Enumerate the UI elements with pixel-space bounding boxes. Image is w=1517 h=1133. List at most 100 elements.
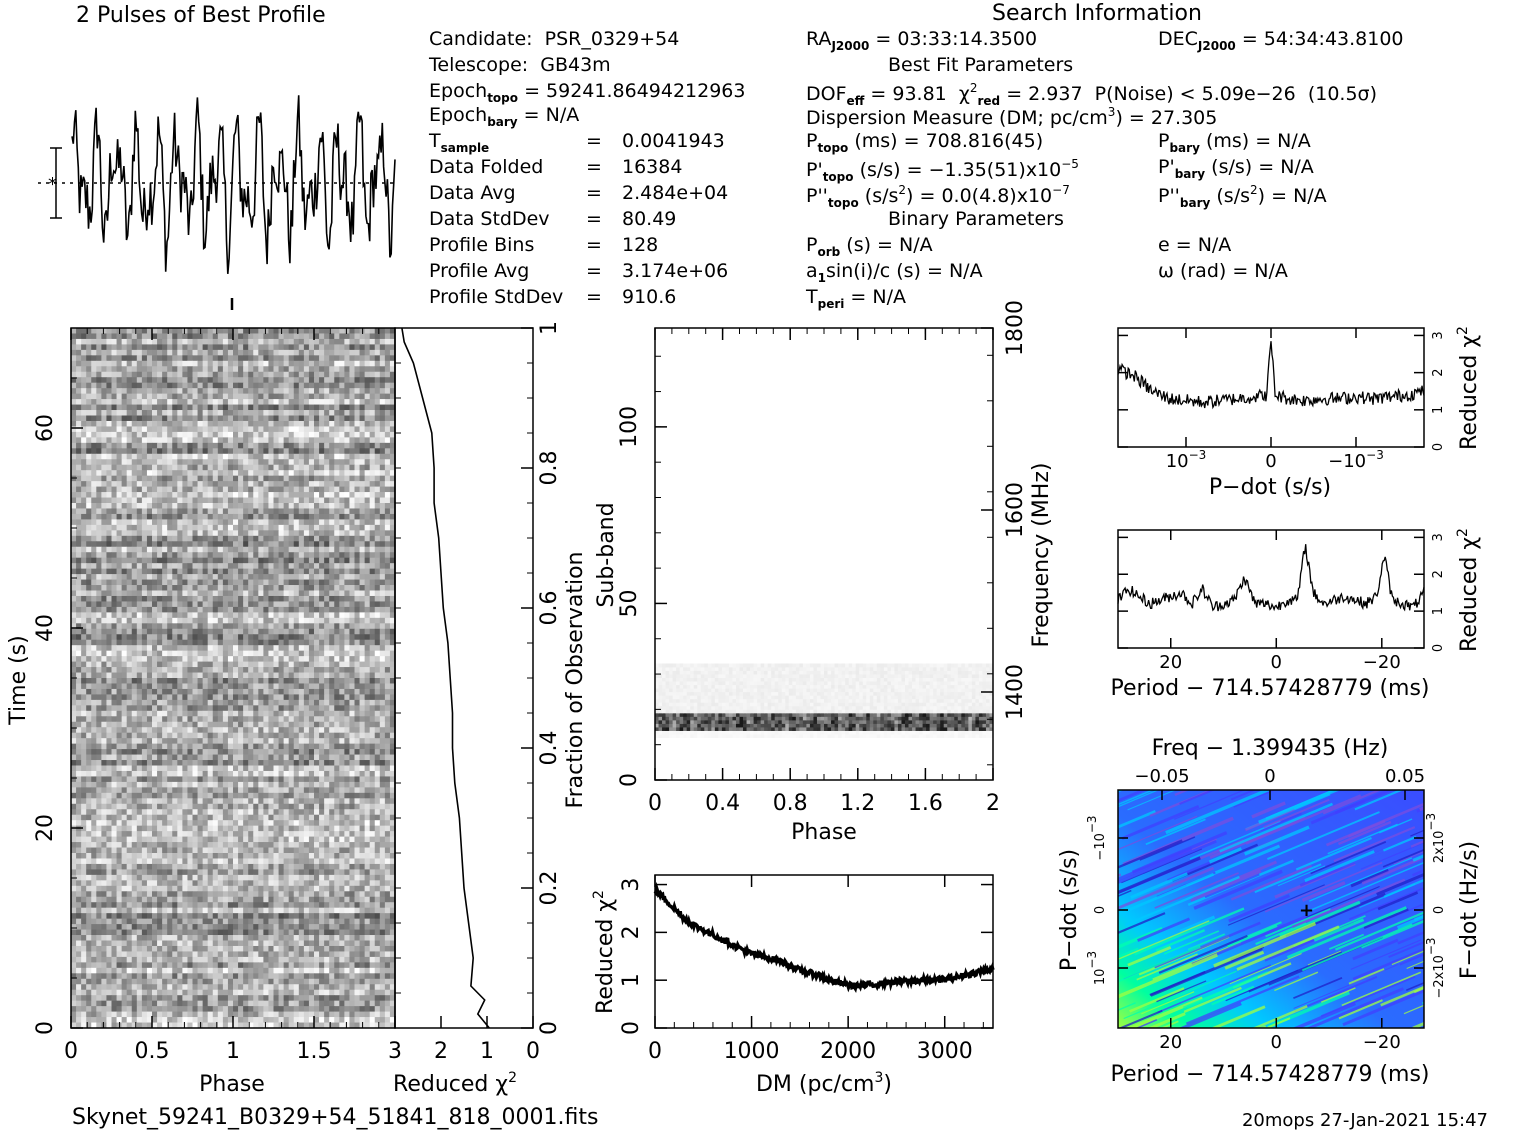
pe-xtick-0: 20 — [1159, 652, 1182, 673]
sb-xtick-2: 0.8 — [773, 791, 808, 816]
tchi-ytick-1: 0.2 — [537, 871, 562, 906]
ptopo-row: Ptopo (ms) = 708.816(45) — [806, 130, 1044, 155]
time-chi2-line — [401, 327, 490, 1029]
porb-row: Porb (s) = N/A — [806, 234, 933, 259]
time-chi2-ylabel: Fraction of Observation — [563, 552, 588, 809]
pd-xtick-1: 0 — [1265, 451, 1276, 472]
pdot-chi2-line — [1117, 341, 1425, 410]
dof-row: DOFeff = 93.81 χ2red = 2.937 P(Noise) < … — [806, 81, 1377, 108]
tp-xtick-3: 1.5 — [297, 1039, 332, 1064]
sb-xtick-1: 0.4 — [705, 791, 740, 816]
profile-line — [71, 95, 396, 274]
tchi-xtick-1: 2 — [434, 1039, 448, 1064]
time-phase-xlabel: Phase — [199, 1072, 265, 1097]
data-folded-label: Data Folded — [429, 156, 544, 178]
epoch-bary-row: Epochbary = N/A — [429, 104, 580, 129]
tperi-row: Tperi = N/A — [806, 286, 906, 311]
a1-row: a1sin(i)/c (s) = N/A — [806, 260, 983, 285]
tchi-ytick-2: 0.4 — [537, 731, 562, 766]
time-phase-axes: 0 0.5 1 1.5 0 20 40 60 — [33, 327, 396, 1064]
period-chi2-xlabel: Period − 714.57428779 (ms) — [1110, 676, 1429, 701]
pp-ytick-2: −10−3 — [1085, 815, 1108, 860]
data-avg-value: 2.484e+04 — [622, 182, 729, 204]
ppdot-title: Freq − 1.399435 (Hz) — [1152, 736, 1389, 761]
tp-ytick-0: 0 — [33, 1021, 58, 1035]
t-sample-label: Tsample — [429, 130, 490, 155]
dm-xtick-0: 0 — [648, 1039, 662, 1064]
telescope-row: Telescope: GB43m — [429, 54, 611, 76]
ppdot-ylabel-right: F−dot (Hz/s) — [1457, 841, 1482, 979]
pdot-chi2-xlabel: P−dot (s/s) — [1209, 475, 1331, 500]
tchi-ytick-4: 0.8 — [537, 451, 562, 486]
sb-xtick-5: 2 — [986, 791, 1000, 816]
pp-x2tick-0: −0.05 — [1134, 766, 1189, 787]
ppdot-frame — [1117, 789, 1425, 1029]
profile-plot: * — [38, 95, 396, 310]
tp-ytick-1: 20 — [33, 814, 58, 842]
pd-ytick-1: 1 — [1431, 406, 1446, 414]
omega-row: ω (rad) = N/A — [1158, 260, 1288, 282]
pdbary-row: P'bary (s/s) = N/A — [1158, 156, 1314, 181]
pp-ytick-1: 0 — [1093, 906, 1108, 914]
candidate-row: Candidate: PSR_0329+54 — [429, 28, 680, 50]
dm-row: Dispersion Measure (DM; pc/cm3) = 27.305 — [806, 105, 1218, 129]
eq-4: = — [586, 208, 602, 230]
dm-chi2-ylabel: Reduced χ2 — [591, 890, 618, 1014]
sb-xtick-4: 1.6 — [908, 791, 943, 816]
pp-xtick-0: 20 — [1159, 1032, 1182, 1053]
time-phase-ylabel: Time (s) — [6, 635, 31, 725]
pddbary-row: P''bary (s/s2) = N/A — [1158, 183, 1327, 210]
period-chi2-line — [1117, 544, 1425, 612]
pe-ytick-1: 1 — [1431, 607, 1446, 615]
subband-ylabel: Sub-band — [594, 502, 619, 607]
pe-ytick-0: 0 — [1431, 644, 1446, 652]
profile-avg-label: Profile Avg — [429, 260, 530, 282]
time-chi2-xlabel: Reduced χ2 — [393, 1070, 517, 1097]
dm-xtick-2: 2000 — [820, 1039, 876, 1064]
tp-ytick-2: 40 — [33, 614, 58, 642]
tp-xtick-1: 0.5 — [135, 1039, 170, 1064]
t-sample-value: 0.0041943 — [622, 130, 725, 152]
ppdot-heatmap — [1118, 790, 1424, 1028]
sb-xtick-3: 1.2 — [840, 791, 875, 816]
dm-ytick-2: 2 — [619, 925, 644, 939]
search-info-title: Search Information — [992, 1, 1202, 26]
profile-stddev-label: Profile StdDev — [429, 286, 564, 308]
subband-axes: 0 0.4 0.8 1.2 1.6 2 0 50 100 1400 1600 1800 — [617, 300, 1028, 816]
subband-xlabel: Phase — [791, 820, 857, 845]
period-chi2-axes: 20 0 −20 0 1 2 3 — [1118, 530, 1446, 673]
dm-chi2-frame — [654, 874, 994, 1029]
pp-y2tick-2: 2x10−3 — [1424, 813, 1447, 863]
dec-row: DECJ2000 = 54:34:43.8100 — [1158, 28, 1404, 53]
ppdot-xlabel: Period − 714.57428779 (ms) — [1110, 1062, 1429, 1087]
dm-chi2-line — [653, 881, 995, 994]
pdtopo-row: P'topo (s/s) = −1.35(51)x10−5 — [806, 157, 1079, 184]
dm-ytick-3: 3 — [619, 878, 644, 892]
time-chi2-frame — [394, 327, 534, 1029]
ppdot-best-marker: + — [1299, 900, 1314, 921]
eq-1: = — [586, 130, 602, 152]
profile-title: 2 Pulses of Best Profile — [76, 3, 326, 28]
sb-y2tick-0: 1400 — [1003, 664, 1028, 720]
tp-xtick-0: 0 — [64, 1039, 78, 1064]
dm-ytick-1: 1 — [619, 973, 644, 987]
profile-bins-label: Profile Bins — [429, 234, 535, 256]
subband-ylabel-right: Frequency (MHz) — [1029, 463, 1054, 648]
data-stddev-value: 80.49 — [622, 208, 677, 230]
sb-xtick-0: 0 — [648, 791, 662, 816]
pdot-chi2-ylabel: Reduced χ2 — [1455, 326, 1482, 450]
time-phase-heatmap — [71, 328, 396, 1029]
tchi-xtick-2: 1 — [480, 1039, 494, 1064]
best-fit-title: Best Fit Parameters — [888, 54, 1074, 76]
time-chi2-axes: 3 2 1 0 0 0.2 0.4 0.6 0.8 1 — [388, 321, 562, 1064]
sb-ytick-2: 100 — [617, 406, 642, 448]
tp-xtick-2: 1 — [226, 1039, 240, 1064]
pddtopo-row: P''topo (s/s2) = 0.0(4.8)x10−7 — [806, 183, 1070, 210]
dm-chi2-steps — [653, 881, 995, 994]
ppdot-ylabel: P−dot (s/s) — [1057, 849, 1082, 971]
profile-star-marker: * — [48, 174, 57, 195]
pd-xtick-0: 10−3 — [1166, 448, 1207, 472]
data-avg-label: Data Avg — [429, 182, 516, 204]
filename: Skynet_59241_B0329+54_51841_818_0001.fit… — [72, 1105, 598, 1130]
